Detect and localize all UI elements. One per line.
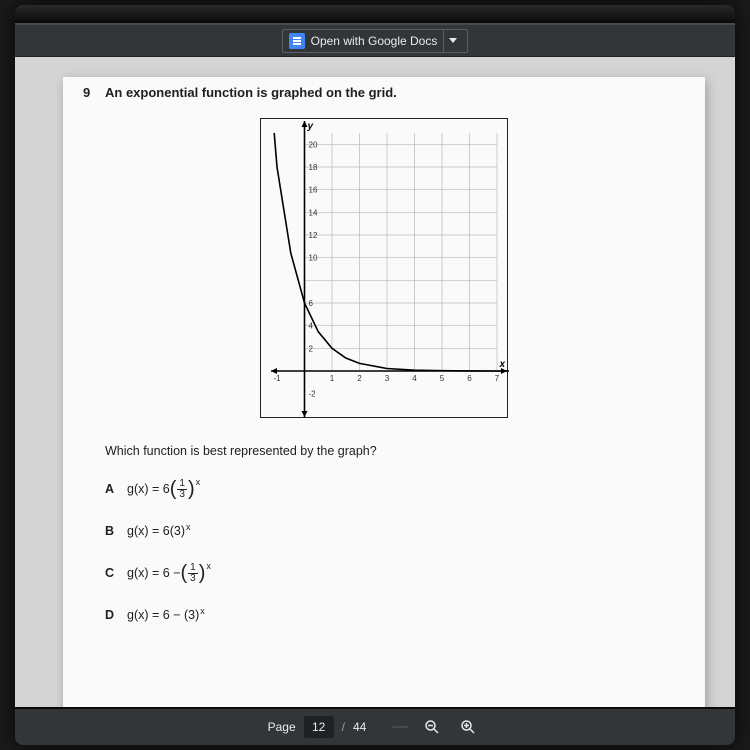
choice-b-exp: x: [186, 522, 191, 532]
choice-c-expr: g(x) = 6 − ( 13 ) x: [127, 563, 211, 584]
choice-c-prefix: g(x) = 6 −: [127, 566, 181, 580]
page-total: 44: [353, 720, 366, 734]
svg-text:-2: -2: [309, 390, 317, 399]
choice-b-letter: B: [105, 524, 127, 538]
svg-text:2: 2: [357, 374, 362, 383]
graph-container: -11234567-2246101214161820yx: [83, 118, 685, 418]
sub-question: Which function is best represented by th…: [105, 444, 685, 458]
choice-b[interactable]: B g(x) = 6(3) x: [105, 518, 685, 544]
document-page: 9 An exponential function is graphed on …: [63, 77, 705, 707]
choice-d-plain: g(x) = 6 − (3): [127, 608, 199, 622]
choice-c-letter: C: [105, 566, 127, 580]
viewer-footer: Page / 44 —: [15, 709, 735, 745]
choice-d-exp: x: [200, 606, 205, 616]
svg-text:10: 10: [309, 254, 318, 263]
svg-text:4: 4: [412, 374, 417, 383]
answer-choices: A g(x) = 6 ( 13 ) x B g(x) = 6(3): [105, 476, 685, 628]
choice-d[interactable]: D g(x) = 6 − (3) x: [105, 602, 685, 628]
choice-a[interactable]: A g(x) = 6 ( 13 ) x: [105, 476, 685, 502]
choice-a-expr: g(x) = 6 ( 13 ) x: [127, 479, 200, 500]
question-prompt: An exponential function is graphed on th…: [105, 85, 397, 100]
zoom-out-button[interactable]: [418, 713, 446, 741]
graph-frame: -11234567-2246101214161820yx: [260, 118, 508, 418]
page-label: Page: [268, 720, 296, 734]
open-with-docs-button[interactable]: Open with Google Docs: [282, 29, 469, 53]
svg-text:14: 14: [309, 208, 318, 217]
choice-b-expr: g(x) = 6(3) x: [127, 524, 191, 538]
svg-text:4: 4: [309, 322, 314, 331]
svg-text:5: 5: [440, 374, 445, 383]
svg-text:20: 20: [309, 140, 318, 149]
svg-text:-1: -1: [273, 374, 281, 383]
choice-b-plain: g(x) = 6(3): [127, 524, 185, 538]
svg-text:18: 18: [309, 163, 318, 172]
svg-text:6: 6: [309, 299, 314, 308]
svg-text:7: 7: [495, 374, 500, 383]
open-with-dropdown[interactable]: [443, 29, 461, 53]
graph-svg: -11234567-2246101214161820yx: [261, 119, 509, 419]
svg-text:2: 2: [309, 344, 314, 353]
document-viewport[interactable]: 9 An exponential function is graphed on …: [15, 57, 735, 707]
svg-text:3: 3: [385, 374, 390, 383]
choice-a-exp: x: [196, 477, 201, 487]
open-with-label: Open with Google Docs: [311, 34, 438, 48]
choice-a-letter: A: [105, 482, 127, 496]
svg-text:1: 1: [330, 374, 335, 383]
choice-c-exp: x: [206, 561, 211, 571]
page-separator: /: [342, 720, 345, 734]
top-bezel: [15, 5, 735, 23]
svg-text:12: 12: [309, 231, 318, 240]
svg-text:y: y: [307, 121, 314, 132]
device-screen: Open with Google Docs 9 An exponential f…: [15, 5, 735, 745]
choice-d-expr: g(x) = 6 − (3) x: [127, 608, 205, 622]
svg-text:16: 16: [309, 186, 318, 195]
zoom-in-button[interactable]: [454, 713, 482, 741]
choice-a-prefix: g(x) = 6: [127, 482, 170, 496]
question-number: 9: [83, 85, 105, 100]
svg-text:6: 6: [467, 374, 472, 383]
google-docs-icon: [289, 33, 305, 49]
choice-c[interactable]: C g(x) = 6 − ( 13 ) x: [105, 560, 685, 586]
svg-text:x: x: [498, 359, 505, 370]
choice-d-letter: D: [105, 608, 127, 622]
question-prompt-row: 9 An exponential function is graphed on …: [83, 85, 685, 100]
page-number-input[interactable]: [304, 716, 334, 738]
footer-divider: —: [392, 718, 408, 736]
viewer-toolbar: Open with Google Docs: [15, 25, 735, 57]
